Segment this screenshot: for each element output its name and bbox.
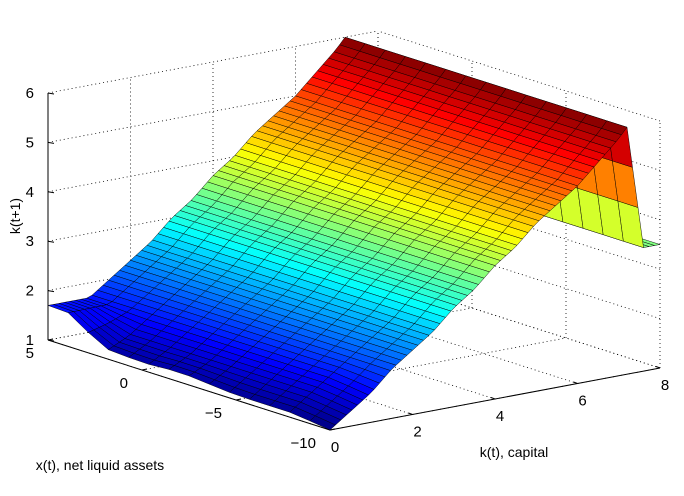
z-tick <box>47 92 55 95</box>
k-tick <box>573 381 578 384</box>
k-tick <box>655 366 661 369</box>
k-tick-label: 8 <box>661 377 669 394</box>
z-tick <box>47 290 55 293</box>
k-tick-label: 2 <box>413 424 421 441</box>
z-tick <box>47 339 55 342</box>
z-tick <box>47 141 55 144</box>
plot-axes <box>47 92 661 431</box>
k-tick-label: 4 <box>496 408 504 425</box>
surface-facet <box>309 415 336 431</box>
x-tick-label: 0 <box>120 375 128 392</box>
tick-labels: 0 2 4 6 8 5 0 −5 −10 1 2 3 4 5 6 <box>26 85 670 456</box>
k-tick <box>408 412 413 415</box>
grid-line-k-floor <box>377 277 661 369</box>
z-tick-label: 3 <box>26 233 34 250</box>
x-axis-line <box>47 339 331 431</box>
k-tick-label: 0 <box>331 439 339 456</box>
z-tick-label: 2 <box>26 283 34 300</box>
z-tick-label: 6 <box>26 85 34 102</box>
z-tick-label: 5 <box>26 134 34 151</box>
z-tick <box>47 191 55 194</box>
x-tick-label: −5 <box>205 405 222 422</box>
x-axis-label: k(t), capital <box>480 444 548 460</box>
x-tick-label: −10 <box>291 435 316 452</box>
z-tick-label: 1 <box>26 332 34 349</box>
grid-line-z-side <box>377 30 661 122</box>
k-tick <box>490 397 496 400</box>
x-tick <box>141 368 148 371</box>
z-axis-label: k(t+1) <box>7 198 23 234</box>
z-tick <box>47 240 55 243</box>
k-tick-label: 6 <box>578 393 586 410</box>
surface <box>47 36 661 431</box>
z-tick-label: 4 <box>26 184 34 201</box>
y-axis-label: x(t), net liquid assets <box>36 457 164 473</box>
grid-line-z-side <box>377 228 661 319</box>
grid-line-k-floor <box>295 293 578 384</box>
x-tick <box>235 398 242 401</box>
x-tick <box>329 428 336 431</box>
x-tick-label: 5 <box>26 345 34 362</box>
